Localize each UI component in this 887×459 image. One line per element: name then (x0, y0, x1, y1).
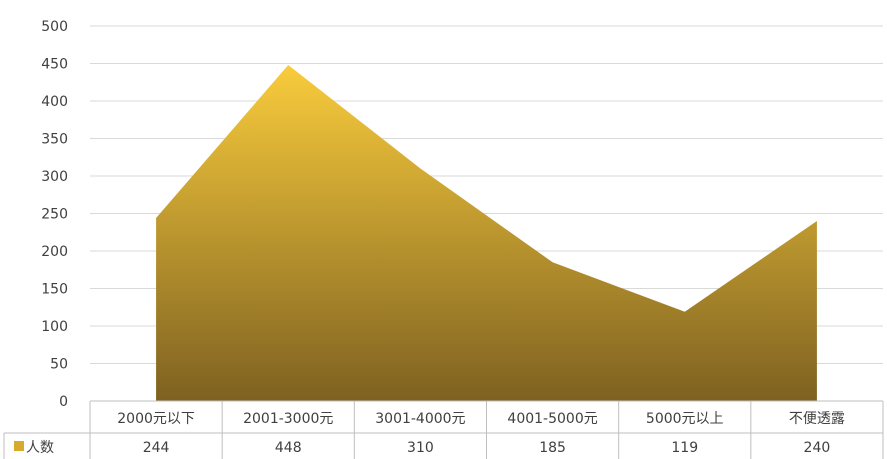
y-tick-label: 450 (41, 57, 68, 73)
value-label: 119 (671, 440, 698, 456)
value-label: 244 (143, 440, 170, 456)
y-tick-label: 50 (50, 357, 68, 373)
y-tick-label: 250 (41, 207, 68, 223)
category-label: 2000元以下 (117, 411, 195, 427)
y-tick-label: 500 (41, 19, 68, 35)
y-tick-label: 200 (41, 244, 68, 260)
value-label: 310 (407, 440, 434, 456)
value-label: 240 (804, 440, 831, 456)
y-tick-label: 150 (41, 282, 68, 298)
y-tick-label: 100 (41, 319, 68, 335)
area-series (156, 65, 817, 401)
category-label: 3001-4000元 (375, 411, 465, 427)
value-label: 185 (539, 440, 566, 456)
category-label: 5000元以上 (646, 411, 724, 427)
series-label: 人数 (26, 440, 54, 456)
value-label: 448 (275, 440, 302, 456)
category-label: 4001-5000元 (507, 411, 597, 427)
y-axis: 0 50 100 150 200 250 300 350 400 450 500 (41, 19, 68, 410)
y-tick-label: 350 (41, 132, 68, 148)
area-fill (156, 65, 817, 401)
y-tick-label: 400 (41, 94, 68, 110)
data-table: 2000元以下 2001-3000元 3001-4000元 4001-5000元 500… (3, 400, 884, 459)
category-label: 不便透露 (789, 411, 845, 427)
y-tick-label: 300 (41, 169, 68, 185)
y-tick-label: 0 (59, 394, 68, 410)
legend-key (14, 441, 24, 451)
category-label: 2001-3000元 (243, 411, 333, 427)
